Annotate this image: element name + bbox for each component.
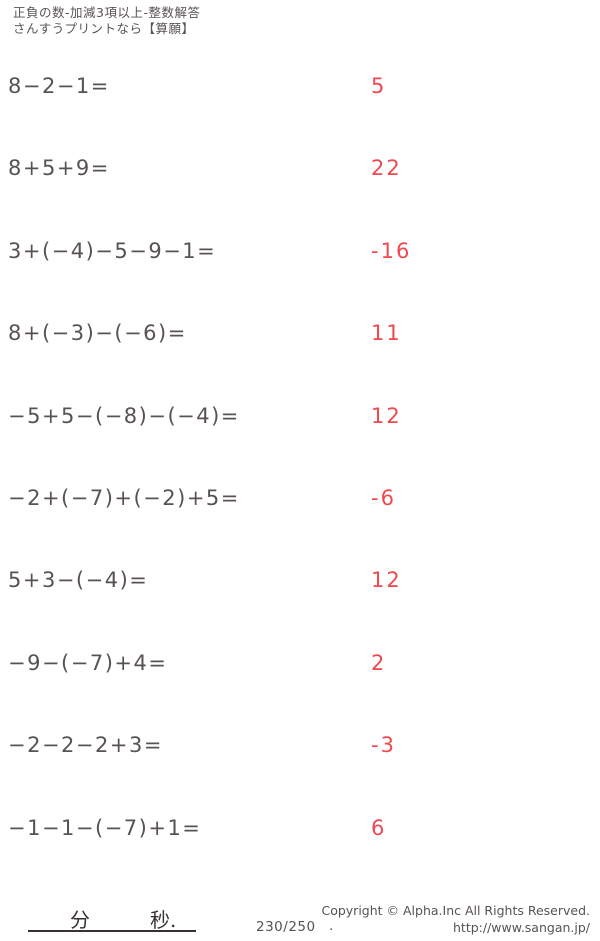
worksheet-subtitle: さんすうプリントなら【算願】 <box>13 21 195 36</box>
problem-expression: −1−1−(−7)+1= <box>8 816 202 840</box>
page-header: 正負の数-加減3項以上-整数解答 さんすうプリントなら【算願】 <box>13 5 200 37</box>
problem-answer: 2 <box>371 651 387 675</box>
problem-answer: -16 <box>371 239 412 263</box>
problem-answer: 22 <box>371 156 402 180</box>
problem-row-1: 8−2−1= 5 <box>0 74 600 104</box>
problem-expression: 8+(−3)−(−6)= <box>8 321 187 345</box>
problem-answer: 5 <box>371 74 387 98</box>
worksheet-title: 正負の数-加減3項以上-整数解答 <box>13 5 201 20</box>
problem-expression: −9−(−7)+4= <box>8 651 168 675</box>
problem-expression: 8−2−1= <box>8 74 110 98</box>
problem-row-10: −1−1−(−7)+1= 6 <box>0 816 600 846</box>
stray-period: . <box>329 918 334 934</box>
problem-expression: 8+5+9= <box>8 156 110 180</box>
problem-expression: 3+(−4)−5−9−1= <box>8 239 217 263</box>
problem-row-6: −2+(−7)+(−2)+5= -6 <box>0 486 600 516</box>
minutes-label: 分 <box>70 908 90 932</box>
copyright-text: Copyright © Alpha.Inc All Rights Reserve… <box>321 903 590 918</box>
problem-expression: 5+3−(−4)= <box>8 568 149 592</box>
problem-answer: 12 <box>371 404 402 428</box>
problem-expression: −2+(−7)+(−2)+5= <box>8 486 240 510</box>
problem-answer: -3 <box>371 733 396 757</box>
problem-row-5: −5+5−(−8)−(−4)= 12 <box>0 404 600 434</box>
problem-row-8: −9−(−7)+4= 2 <box>0 651 600 681</box>
page-count: 230/250 <box>256 919 316 935</box>
problem-row-7: 5+3−(−4)= 12 <box>0 568 600 598</box>
site-url: http://www.sangan.jp/ <box>453 920 590 935</box>
problem-row-3: 3+(−4)−5−9−1= -16 <box>0 239 600 269</box>
problem-expression: −2−2−2+3= <box>8 733 163 757</box>
problem-answer: 11 <box>371 321 402 345</box>
time-entry-underline: 分 秒. <box>28 901 196 932</box>
problem-row-2: 8+5+9= 22 <box>0 156 600 186</box>
problem-answer: 12 <box>371 568 402 592</box>
problem-expression: −5+5−(−8)−(−4)= <box>8 404 240 428</box>
problem-row-9: −2−2−2+3= -3 <box>0 733 600 763</box>
problem-answer: -6 <box>371 486 396 510</box>
seconds-label: 秒. <box>150 908 177 932</box>
problem-answer: 6 <box>371 816 387 840</box>
problem-row-4: 8+(−3)−(−6)= 11 <box>0 321 600 351</box>
